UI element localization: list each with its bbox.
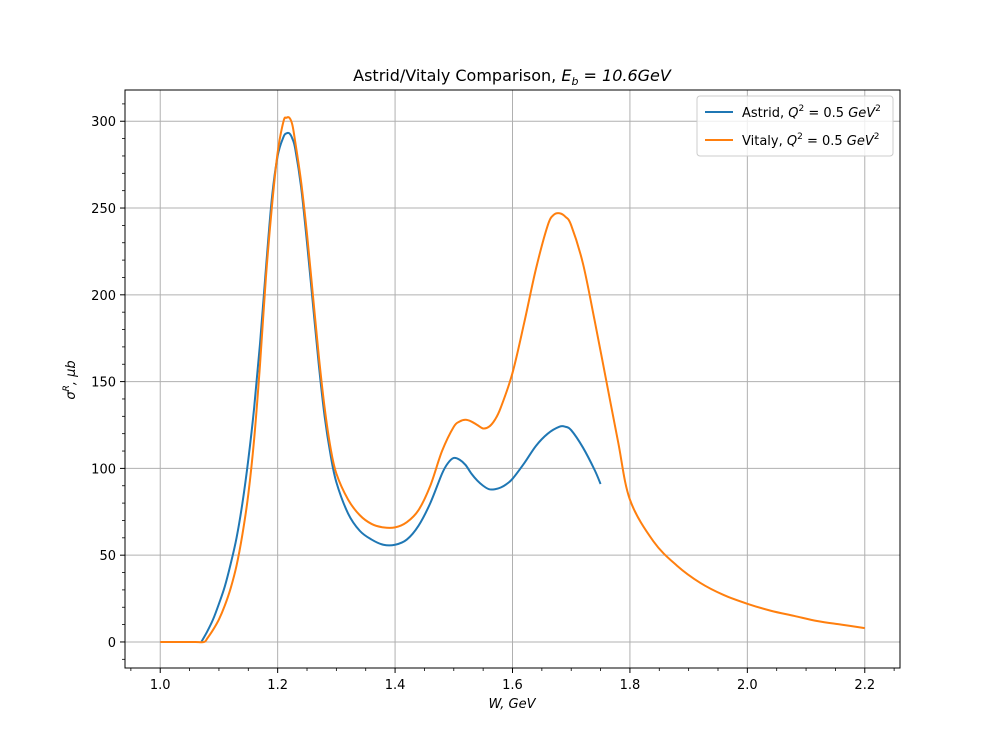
x-tick-label: 1.6 <box>502 678 523 693</box>
y-tick-label: 250 <box>91 202 116 217</box>
chart-title: Astrid/Vitaly Comparison, Eb = 10.6GeV <box>353 66 672 88</box>
series-line-vitaly <box>160 116 865 644</box>
y-tick-label: 300 <box>91 115 116 130</box>
grid <box>125 90 900 668</box>
x-axis-label: W, GeV <box>488 697 536 712</box>
y-axis: 0 50 100 150 200 250 300 <box>91 103 125 660</box>
x-tick-label: 2.2 <box>854 678 875 693</box>
x-tick-label: 1.0 <box>150 678 171 693</box>
y-tick-label: 100 <box>91 462 116 477</box>
y-tick-label: 200 <box>91 289 116 304</box>
series-group <box>160 116 865 644</box>
x-tick-label: 1.4 <box>385 678 406 693</box>
legend-label-vitaly: Vitaly, Q2 = 0.5 GeV2 <box>742 132 880 149</box>
y-tick-label: 150 <box>91 376 116 391</box>
x-tick-label: 2.0 <box>737 678 758 693</box>
x-tick-label: 1.2 <box>267 678 288 693</box>
legend-label-astrid: Astrid, Q2 = 0.5 GeV2 <box>742 104 881 121</box>
y-tick-label: 50 <box>99 549 116 564</box>
y-axis-label: σR, μb <box>62 360 79 399</box>
legend-box <box>696 95 894 157</box>
series-line-astrid <box>200 131 602 643</box>
legend: Astrid, Q2 = 0.5 GeV2 Vitaly, Q2 = 0.5 G… <box>696 95 894 157</box>
x-tick-label: 1.8 <box>620 678 641 693</box>
x-axis: 1.0 1.2 1.4 1.6 1.8 2.0 2.2 <box>130 668 895 693</box>
y-tick-label: 0 <box>108 636 116 651</box>
